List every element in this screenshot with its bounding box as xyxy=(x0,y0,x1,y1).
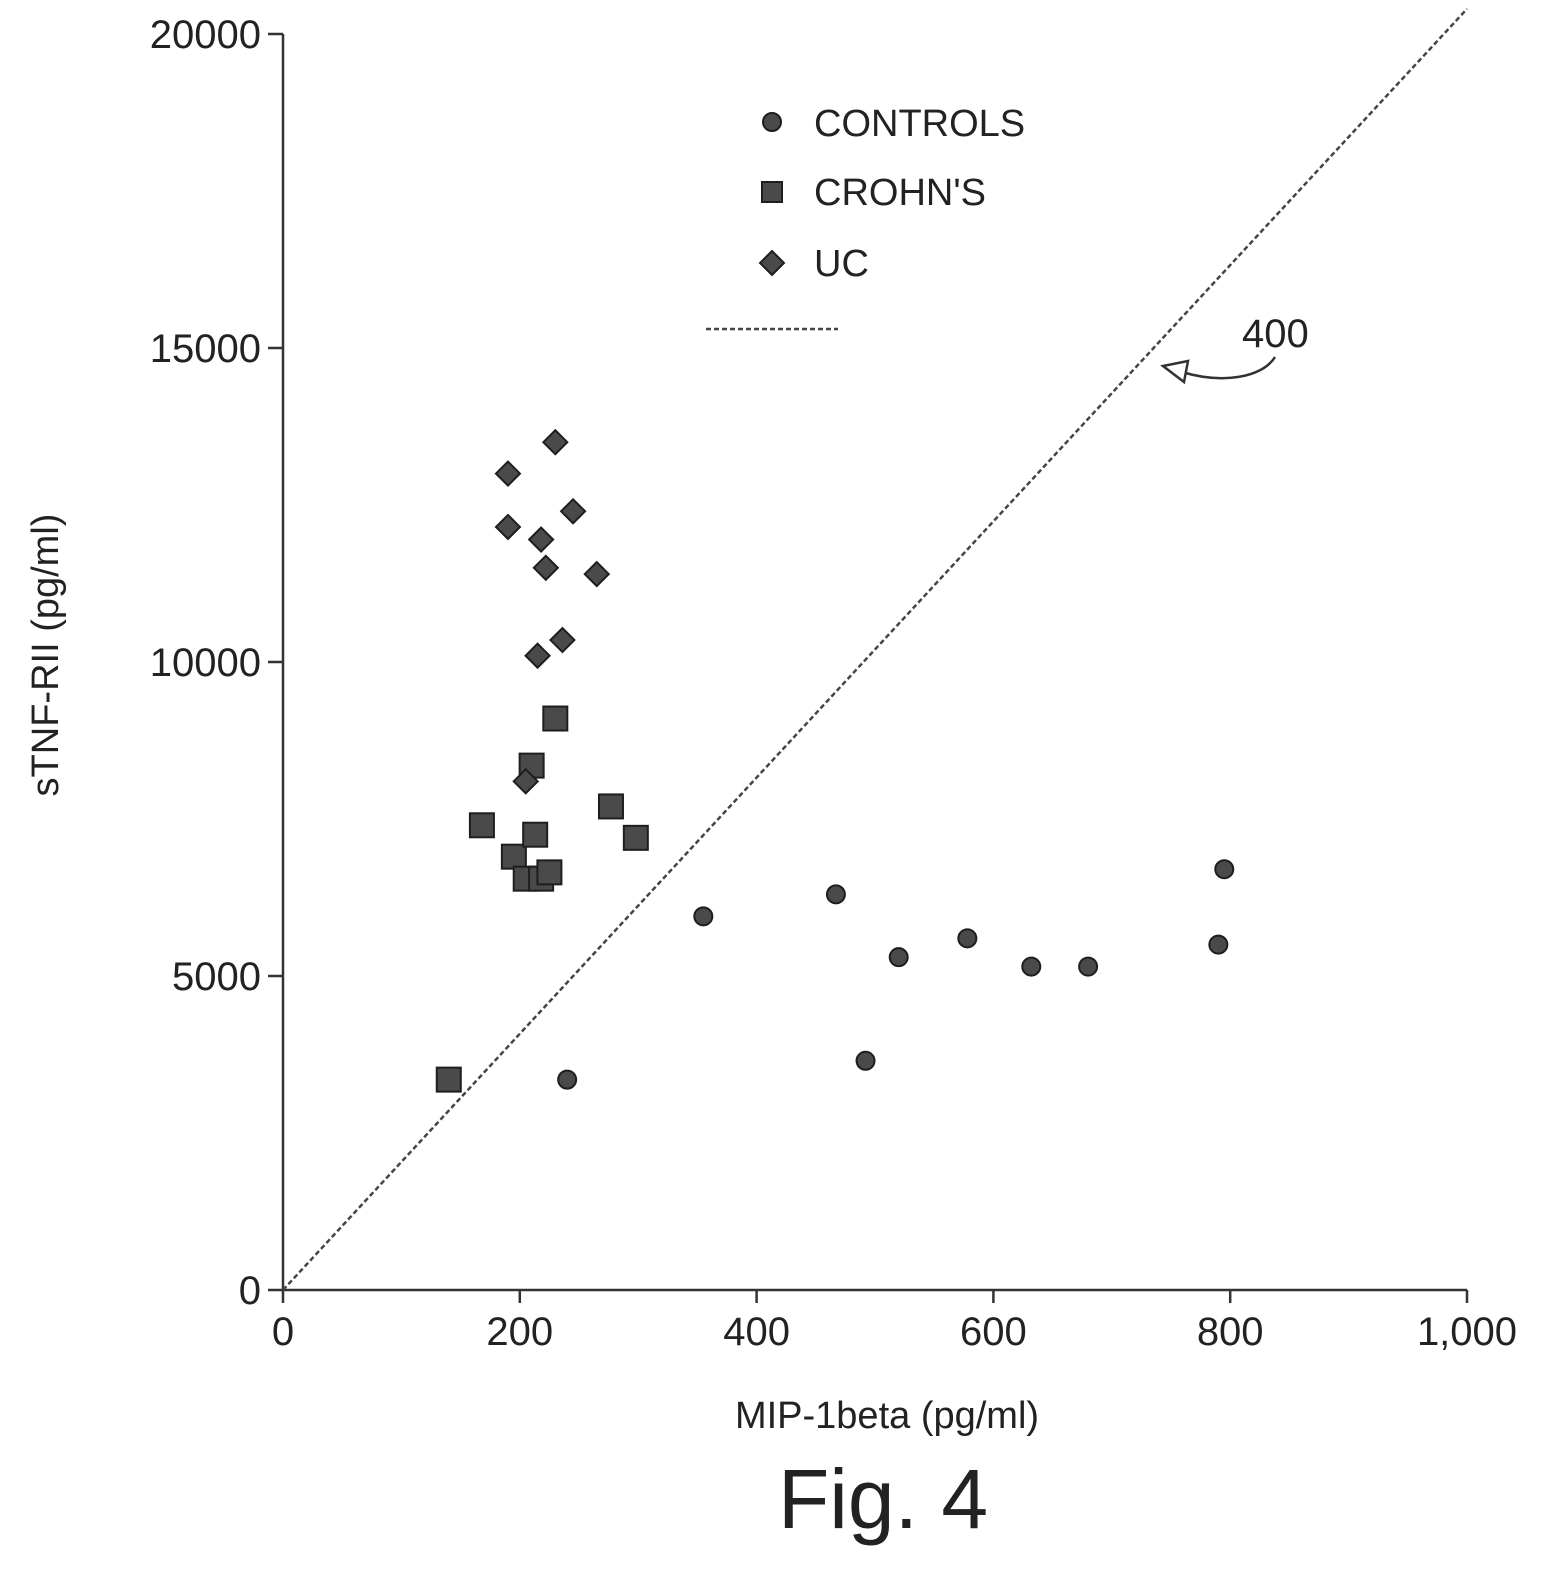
legend-uc-label: UC xyxy=(814,243,869,285)
x-tick-label: 600 xyxy=(960,1310,1027,1354)
uc-point xyxy=(494,460,522,488)
legend-crohns-marker xyxy=(761,181,783,203)
reference-leader-arrow xyxy=(1181,356,1277,380)
reference-line xyxy=(282,8,1468,1291)
y-axis-label: sTNF-RII (pg/ml) xyxy=(25,514,67,797)
uc-point xyxy=(524,642,551,670)
y-ticks: 0 5000 10000 15000 20000 xyxy=(150,13,283,1313)
legend-crohns-label: CROHN'S xyxy=(814,172,986,214)
legend-controls-marker xyxy=(762,112,782,132)
uc-point xyxy=(494,513,522,541)
y-tick-label: 0 xyxy=(239,1269,261,1313)
y-tick-label: 5000 xyxy=(172,955,261,999)
x-ticks: 0 200 400 600 800 1,000 xyxy=(272,1290,1517,1354)
reference-arrowhead xyxy=(1160,359,1190,385)
x-tick-label: 400 xyxy=(723,1310,790,1354)
controls-point xyxy=(888,947,909,968)
x-tick-label: 0 xyxy=(272,1310,294,1354)
x-tick-label: 200 xyxy=(486,1310,553,1354)
reference-label: 400 xyxy=(1242,312,1309,356)
uc-point xyxy=(549,626,576,654)
legend: CONTROLS CROHN'S UC xyxy=(706,103,1025,331)
reference-annotation: 400 xyxy=(1160,312,1309,385)
y-tick-label: 15000 xyxy=(150,327,261,371)
controls-point xyxy=(1214,859,1235,880)
uc-point xyxy=(559,497,587,525)
crohns-point xyxy=(542,705,569,732)
x-axis-label: MIP-1beta (pg/ml) xyxy=(735,1395,1039,1437)
crohns-point xyxy=(468,812,495,839)
uc-point xyxy=(541,428,569,456)
controls-point xyxy=(855,1050,876,1071)
crohns-point xyxy=(500,843,527,870)
data-markers xyxy=(435,428,1235,1093)
uc-point xyxy=(527,526,555,553)
crohns-point xyxy=(597,793,624,820)
controls-point xyxy=(1021,956,1042,977)
legend-uc-marker xyxy=(758,249,786,277)
crohns-point xyxy=(522,821,549,848)
uc-point xyxy=(583,560,611,588)
controls-point xyxy=(825,884,846,905)
legend-controls-label: CONTROLS xyxy=(814,103,1025,145)
plot-area: 0 200 400 600 800 1,000 0 5000 10000 15000 20000 xyxy=(150,8,1517,1354)
controls-point xyxy=(1078,956,1099,977)
crohns-point xyxy=(622,824,649,851)
crohns-point xyxy=(536,859,563,886)
y-tick-label: 10000 xyxy=(150,641,261,685)
controls-point xyxy=(557,1069,578,1090)
x-tick-label: 1,000 xyxy=(1417,1310,1517,1354)
x-tick-label: 800 xyxy=(1197,1310,1264,1354)
figure-caption: Fig. 4 xyxy=(778,1452,988,1546)
controls-point xyxy=(957,928,978,949)
controls-point xyxy=(693,906,714,927)
uc-point xyxy=(512,767,540,795)
y-tick-label: 20000 xyxy=(150,13,261,57)
crohns-point xyxy=(435,1066,462,1093)
controls-point xyxy=(1208,934,1229,955)
uc-point xyxy=(532,554,560,582)
